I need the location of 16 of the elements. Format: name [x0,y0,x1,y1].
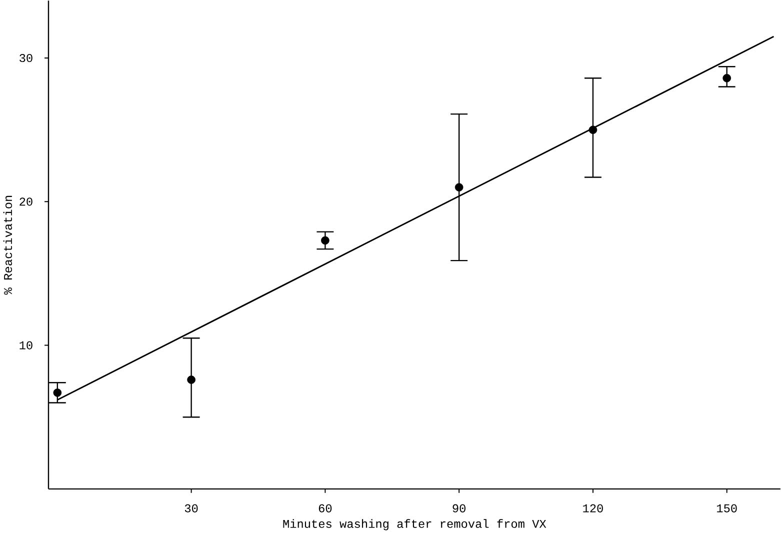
point [321,236,330,245]
point [53,388,62,398]
y-axis-title: % Reactivation [3,196,12,295]
point [187,376,196,384]
x-tick-label: 150 [717,504,737,513]
x-tick-label: 60 [318,504,332,513]
x-tick-label: 120 [583,504,603,513]
x-axis-title: Minutes washing after removal from VX [283,519,546,530]
point [454,183,464,192]
x-tick-label: 90 [452,504,466,513]
point [722,74,732,83]
y-tick-label: 10 [20,341,32,350]
point [588,126,598,134]
y-tick-label: 20 [20,198,32,206]
y-tick-label: 30 [20,54,32,62]
x-tick-label: 30 [184,504,198,513]
